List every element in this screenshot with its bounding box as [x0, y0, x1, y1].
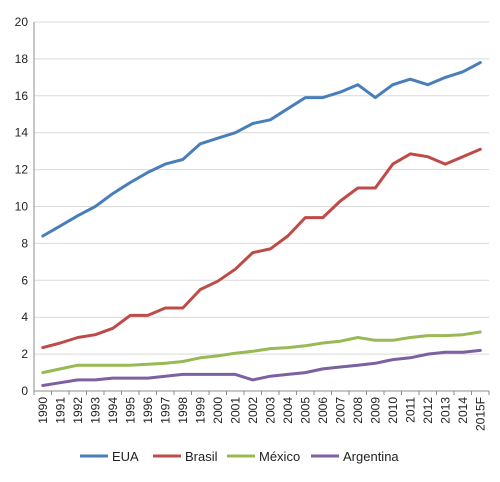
series-line-m-xico: [41, 330, 482, 375]
x-tick-label: 2004: [281, 397, 295, 424]
x-tick-label: 2013: [438, 397, 452, 424]
x-tick-label: 2000: [211, 397, 225, 424]
legend-label: México: [259, 449, 300, 464]
x-tick-label: 1996: [141, 397, 155, 424]
x-tick-label: 2012: [421, 397, 435, 424]
x-tick-label: 1991: [53, 397, 67, 424]
x-tick-label: 1997: [158, 397, 172, 424]
y-tick-label: 4: [21, 310, 28, 324]
x-tick-label: 2015F: [473, 397, 487, 431]
x-tick-label: 2007: [333, 397, 347, 424]
y-tick-label: 20: [15, 15, 29, 29]
x-tick-label: 2001: [228, 397, 242, 424]
x-tick-label: 2005: [298, 397, 312, 424]
x-tick-label: 2003: [263, 397, 277, 424]
x-tick-label: 2002: [246, 397, 260, 424]
y-tick-label: 6: [21, 273, 28, 287]
series-line-brasil: [41, 147, 482, 350]
x-tick-label: 2009: [368, 397, 382, 424]
y-tick-label: 2: [21, 347, 28, 361]
legend: EUA Brasil México Argentina: [80, 449, 399, 464]
y-tick-label: 8: [21, 236, 28, 250]
y-axis-tick-labels: 0 2 4 6 8 10 12 14 16 18 20: [15, 15, 29, 398]
x-tick-label: 1998: [176, 397, 190, 424]
series-line-argentina: [41, 348, 482, 387]
series-lines: [41, 61, 482, 387]
x-tick-label: 2014: [456, 397, 470, 424]
x-tick-label: 2011: [403, 397, 417, 423]
y-tick-label: 16: [15, 89, 29, 103]
legend-label: Brasil: [185, 449, 218, 464]
x-tick-label: 1992: [71, 397, 85, 424]
gridlines: [34, 21, 489, 355]
y-tick-label: 12: [15, 163, 29, 177]
legend-label: Argentina: [343, 449, 399, 464]
x-axis-tick-labels: 1990 1991 1992 1993 1994 1995 1996 1997 1998 1999…: [36, 397, 488, 431]
y-tick-label: 18: [15, 52, 29, 66]
x-tick-label: 1995: [123, 397, 137, 424]
x-tick-label: 1999: [193, 397, 207, 424]
legend-label: EUA: [112, 449, 139, 464]
x-tick-label: 1993: [88, 397, 102, 424]
y-tick-label: 0: [21, 384, 28, 398]
x-tick-label: 2006: [316, 397, 330, 424]
x-tick-label: 1990: [36, 397, 50, 424]
series-line-eua: [41, 61, 482, 238]
axes: [33, 22, 490, 395]
y-tick-label: 10: [15, 200, 29, 214]
x-tick-label: 1994: [106, 397, 120, 424]
x-tick-label: 2008: [351, 397, 365, 424]
y-tick-label: 14: [15, 126, 29, 140]
x-tick-label: 2010: [386, 397, 400, 424]
